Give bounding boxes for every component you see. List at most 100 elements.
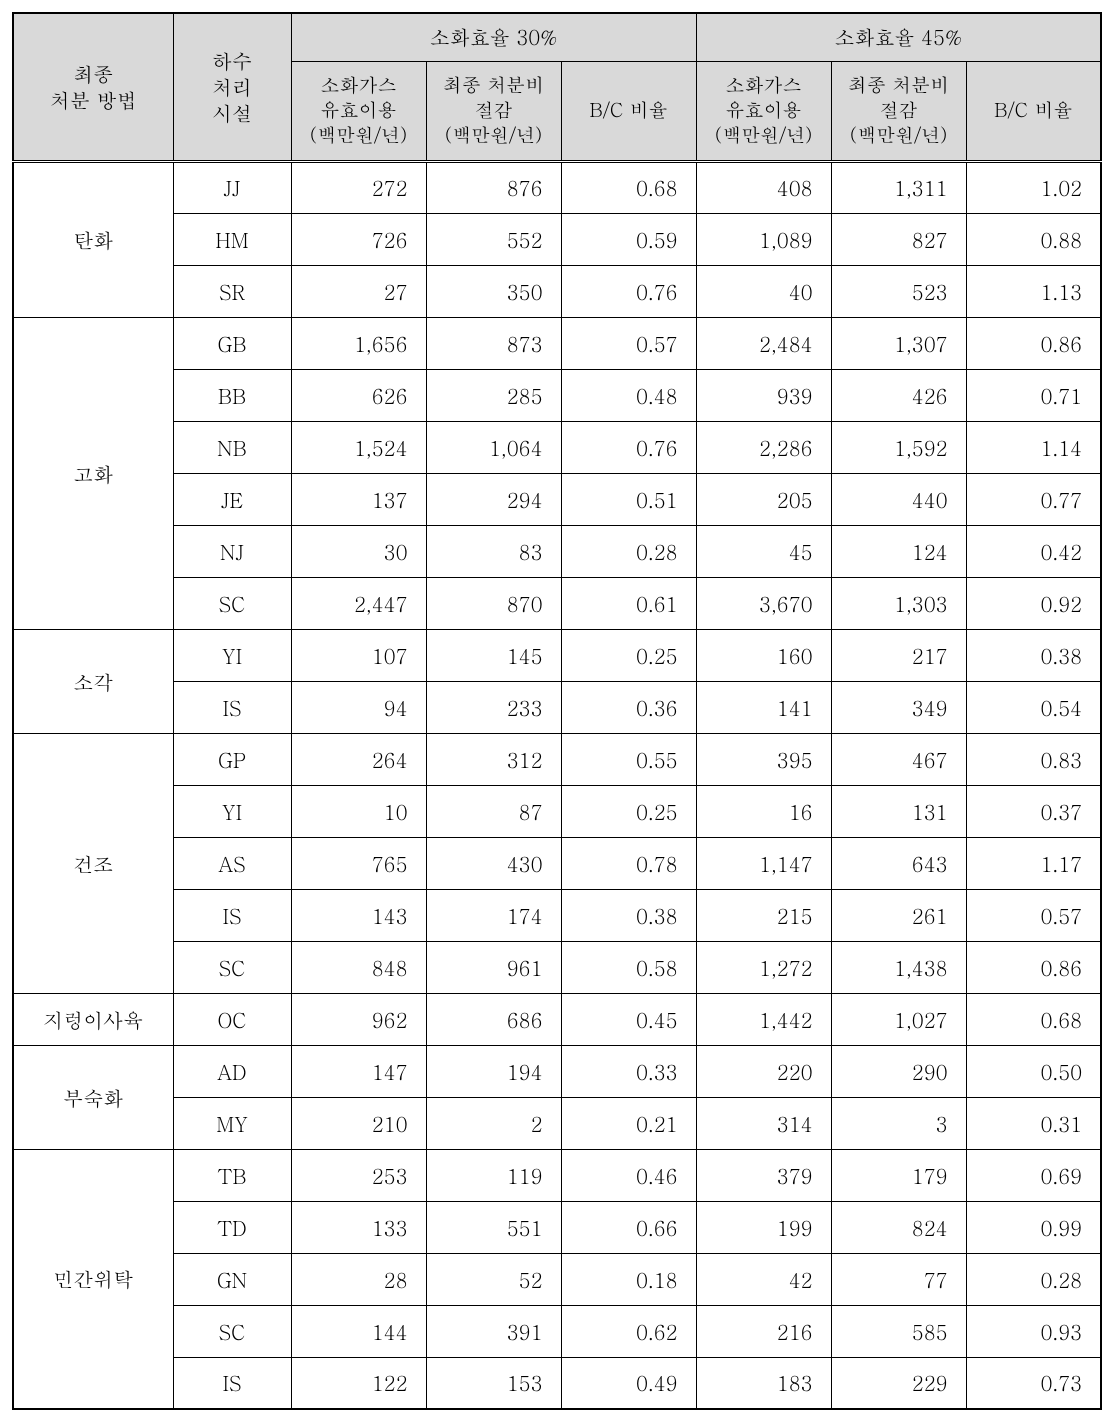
method-cell: 고화 — [13, 317, 173, 629]
bc45-cell: 1.14 — [966, 421, 1101, 473]
gas30-cell: 1,524 — [291, 421, 426, 473]
gas30-cell: 962 — [291, 993, 426, 1045]
gas30-cell: 765 — [291, 837, 426, 889]
table-row: YI10870.25161310.37 — [13, 785, 1101, 837]
cost30-cell: 2 — [426, 1097, 561, 1149]
bc45-cell: 0.99 — [966, 1201, 1101, 1253]
gas45-cell: 1,442 — [696, 993, 831, 1045]
bc30-cell: 0.38 — [561, 889, 696, 941]
facility-cell: IS — [173, 889, 291, 941]
cost30-cell: 312 — [426, 733, 561, 785]
bc45-cell: 0.57 — [966, 889, 1101, 941]
method-cell: 부숙화 — [13, 1045, 173, 1149]
gas45-cell: 216 — [696, 1305, 831, 1357]
bc45-cell: 0.42 — [966, 525, 1101, 577]
gas45-cell: 2,484 — [696, 317, 831, 369]
gas45-cell: 1,147 — [696, 837, 831, 889]
facility-cell: SC — [173, 1305, 291, 1357]
table-header: 최종처분 방법 하수처리시설 소화효율 30% 소화효율 45% 소화가스유효이… — [13, 13, 1101, 161]
gas45-cell: 141 — [696, 681, 831, 733]
gas45-cell: 2,286 — [696, 421, 831, 473]
facility-cell: IS — [173, 1357, 291, 1409]
gas30-cell: 94 — [291, 681, 426, 733]
table-row: 민간위탁TB2531190.463791790.69 — [13, 1149, 1101, 1201]
table-row: GN28520.1842770.28 — [13, 1253, 1101, 1305]
gas45-cell: 45 — [696, 525, 831, 577]
cost30-cell: 194 — [426, 1045, 561, 1097]
table-row: IS1431740.382152610.57 — [13, 889, 1101, 941]
header-eff45-gas: 소화가스유효이용(백만원/년) — [696, 61, 831, 161]
cost30-cell: 294 — [426, 473, 561, 525]
cost45-cell: 179 — [831, 1149, 966, 1201]
gas30-cell: 27 — [291, 265, 426, 317]
gas45-cell: 314 — [696, 1097, 831, 1149]
bc45-cell: 0.92 — [966, 577, 1101, 629]
bc30-cell: 0.25 — [561, 629, 696, 681]
table-row: 소각YI1071450.251602170.38 — [13, 629, 1101, 681]
table-row: AS7654300.781,1476431.17 — [13, 837, 1101, 889]
facility-cell: HM — [173, 213, 291, 265]
bc45-cell: 0.38 — [966, 629, 1101, 681]
cost30-cell: 52 — [426, 1253, 561, 1305]
gas30-cell: 272 — [291, 161, 426, 213]
table-row: SR273500.76405231.13 — [13, 265, 1101, 317]
facility-cell: IS — [173, 681, 291, 733]
gas30-cell: 147 — [291, 1045, 426, 1097]
cost30-cell: 87 — [426, 785, 561, 837]
gas30-cell: 107 — [291, 629, 426, 681]
bc30-cell: 0.28 — [561, 525, 696, 577]
gas45-cell: 205 — [696, 473, 831, 525]
gas45-cell: 395 — [696, 733, 831, 785]
bc45-cell: 0.31 — [966, 1097, 1101, 1149]
bc45-cell: 0.68 — [966, 993, 1101, 1045]
bc30-cell: 0.48 — [561, 369, 696, 421]
gas45-cell: 3,670 — [696, 577, 831, 629]
cost45-cell: 824 — [831, 1201, 966, 1253]
table-body: 탄화JJ2728760.684081,3111.02HM7265520.591,… — [13, 161, 1101, 1409]
bc30-cell: 0.25 — [561, 785, 696, 837]
table-row: BB6262850.489394260.71 — [13, 369, 1101, 421]
header-eff30-gas: 소화가스유효이용(백만원/년) — [291, 61, 426, 161]
facility-cell: NJ — [173, 525, 291, 577]
bc45-cell: 1.17 — [966, 837, 1101, 889]
gas45-cell: 199 — [696, 1201, 831, 1253]
gas30-cell: 28 — [291, 1253, 426, 1305]
cost30-cell: 350 — [426, 265, 561, 317]
gas30-cell: 1,656 — [291, 317, 426, 369]
bc30-cell: 0.55 — [561, 733, 696, 785]
bc45-cell: 0.88 — [966, 213, 1101, 265]
bc30-cell: 0.49 — [561, 1357, 696, 1409]
facility-cell: JE — [173, 473, 291, 525]
gas45-cell: 220 — [696, 1045, 831, 1097]
gas30-cell: 143 — [291, 889, 426, 941]
bc30-cell: 0.76 — [561, 421, 696, 473]
cost45-cell: 1,027 — [831, 993, 966, 1045]
bc30-cell: 0.36 — [561, 681, 696, 733]
table-row: 고화GB1,6568730.572,4841,3070.86 — [13, 317, 1101, 369]
gas30-cell: 137 — [291, 473, 426, 525]
facility-cell: YI — [173, 629, 291, 681]
table-row: NB1,5241,0640.762,2861,5921.14 — [13, 421, 1101, 473]
gas30-cell: 144 — [291, 1305, 426, 1357]
table-row: TD1335510.661998240.99 — [13, 1201, 1101, 1253]
facility-cell: NB — [173, 421, 291, 473]
table-row: SC1443910.622165850.93 — [13, 1305, 1101, 1357]
cost30-cell: 873 — [426, 317, 561, 369]
gas45-cell: 939 — [696, 369, 831, 421]
cost45-cell: 585 — [831, 1305, 966, 1357]
cost45-cell: 229 — [831, 1357, 966, 1409]
bc45-cell: 0.69 — [966, 1149, 1101, 1201]
cost45-cell: 467 — [831, 733, 966, 785]
bc30-cell: 0.18 — [561, 1253, 696, 1305]
bc45-cell: 0.86 — [966, 941, 1101, 993]
header-eff30-cost: 최종 처분비절감(백만원/년) — [426, 61, 561, 161]
bc45-cell: 0.54 — [966, 681, 1101, 733]
cost45-cell: 290 — [831, 1045, 966, 1097]
facility-cell: BB — [173, 369, 291, 421]
method-cell: 지렁이사육 — [13, 993, 173, 1045]
bc30-cell: 0.51 — [561, 473, 696, 525]
gas30-cell: 133 — [291, 1201, 426, 1253]
bc45-cell: 0.71 — [966, 369, 1101, 421]
gas30-cell: 30 — [291, 525, 426, 577]
cost30-cell: 174 — [426, 889, 561, 941]
